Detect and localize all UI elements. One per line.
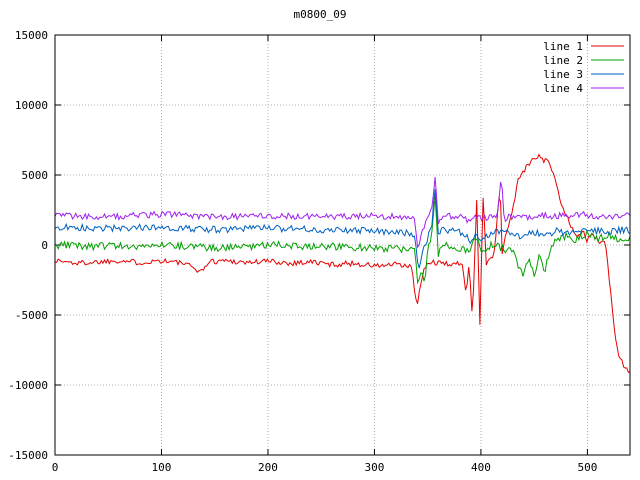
x-tick-label: 0: [52, 461, 59, 474]
x-tick-label: 400: [471, 461, 491, 474]
x-tick-label: 300: [365, 461, 385, 474]
y-tick-label: 0: [41, 239, 48, 252]
y-tick-label: 5000: [22, 169, 49, 182]
series-line-2: [55, 196, 630, 285]
plot-border: [54, 34, 631, 456]
y-tick-label: -15000: [8, 449, 48, 462]
legend-label: line 4: [543, 82, 583, 95]
legend-label: line 1: [543, 40, 583, 53]
chart-title: m0800_09: [293, 8, 347, 21]
x-tick-label: 100: [152, 461, 172, 474]
series-lines: [55, 153, 630, 374]
axis-labels: 0 100 200 300 400 500 -15000 -10000 -5000 0 5000 10…: [8, 29, 597, 474]
series-line-4: [55, 177, 630, 249]
y-tick-label: 15000: [15, 29, 48, 42]
legend-label: line 2: [543, 54, 583, 67]
y-tick-label: 10000: [15, 99, 48, 112]
x-tick-label: 500: [577, 461, 597, 474]
y-tick-label: -5000: [15, 309, 48, 322]
x-tick-label: 200: [258, 461, 278, 474]
series-line-1: [55, 153, 630, 374]
y-tick-label: -10000: [8, 379, 48, 392]
series-line-3: [55, 189, 630, 269]
legend-label: line 3: [543, 68, 583, 81]
